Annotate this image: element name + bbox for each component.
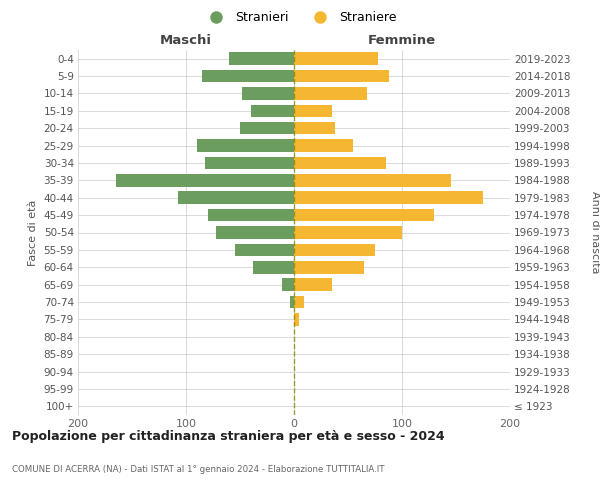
Bar bbox=[294, 70, 389, 82]
Bar bbox=[208, 209, 294, 222]
Text: Maschi: Maschi bbox=[160, 34, 212, 48]
Bar bbox=[294, 156, 386, 169]
Bar bbox=[294, 87, 367, 100]
Bar bbox=[294, 174, 451, 186]
Bar bbox=[197, 140, 294, 152]
Bar bbox=[294, 192, 483, 204]
Bar bbox=[294, 122, 335, 134]
Bar bbox=[242, 87, 294, 100]
Text: Femmine: Femmine bbox=[368, 34, 436, 48]
Bar bbox=[294, 226, 402, 239]
Bar bbox=[205, 156, 294, 169]
Bar bbox=[294, 140, 353, 152]
Y-axis label: Fasce di età: Fasce di età bbox=[28, 200, 38, 266]
Text: Popolazione per cittadinanza straniera per età e sesso - 2024: Popolazione per cittadinanza straniera p… bbox=[12, 430, 445, 443]
Y-axis label: Anni di nascita: Anni di nascita bbox=[590, 191, 600, 274]
Legend: Stranieri, Straniere: Stranieri, Straniere bbox=[199, 6, 401, 29]
Bar bbox=[235, 244, 294, 256]
Bar bbox=[240, 122, 294, 134]
Bar bbox=[294, 244, 375, 256]
Bar bbox=[294, 296, 304, 308]
Bar bbox=[294, 278, 332, 291]
Bar bbox=[294, 209, 434, 222]
Bar bbox=[229, 52, 294, 65]
Bar bbox=[282, 278, 294, 291]
Text: COMUNE DI ACERRA (NA) - Dati ISTAT al 1° gennaio 2024 - Elaborazione TUTTITALIA.: COMUNE DI ACERRA (NA) - Dati ISTAT al 1°… bbox=[12, 465, 385, 474]
Bar bbox=[294, 52, 378, 65]
Bar bbox=[216, 226, 294, 239]
Bar bbox=[116, 174, 294, 186]
Bar bbox=[294, 313, 299, 326]
Bar bbox=[251, 104, 294, 117]
Bar bbox=[290, 296, 294, 308]
Bar bbox=[178, 192, 294, 204]
Bar bbox=[294, 104, 332, 117]
Bar bbox=[253, 261, 294, 274]
Bar bbox=[294, 261, 364, 274]
Bar bbox=[202, 70, 294, 82]
